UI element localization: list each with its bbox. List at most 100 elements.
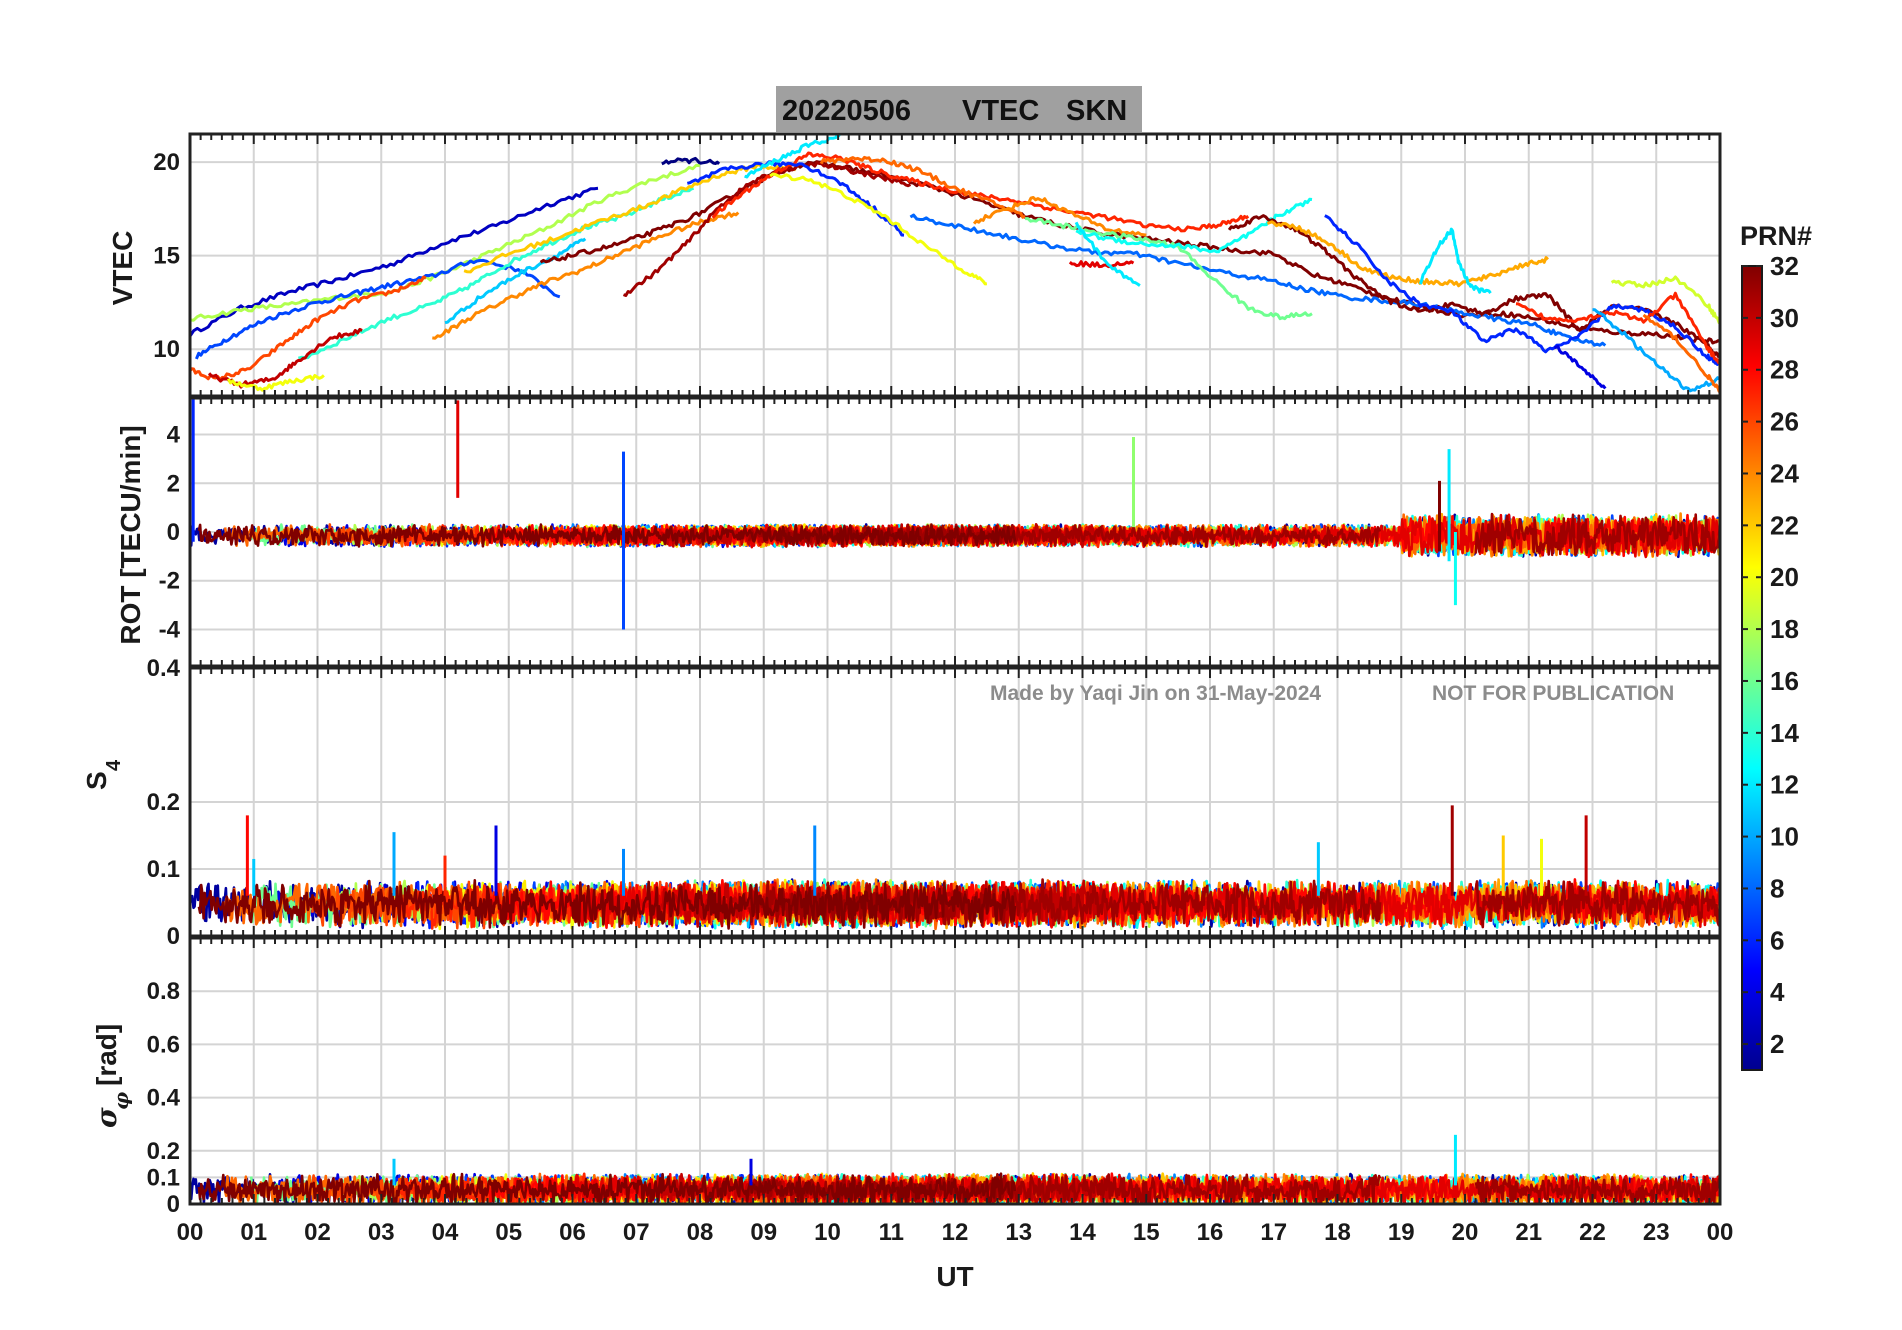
y-tick-label: 0.2 xyxy=(147,789,180,816)
colorbar-tick-label: 24 xyxy=(1770,458,1799,488)
x-tick-labels: 00 01 02 03 04 05 06 07 08 09 10 11 12 13 14 15 16 17 18 19… xyxy=(177,1219,1734,1246)
data-series xyxy=(190,134,1720,1204)
x-tick-label: 06 xyxy=(559,1219,586,1246)
title-date: 20220506 xyxy=(782,95,911,127)
colorbar-tick-label: 32 xyxy=(1770,251,1799,281)
x-tick-label: 12 xyxy=(942,1219,969,1246)
vtec-line-prn-7 xyxy=(195,258,561,360)
y-tick-label: 0.1 xyxy=(147,856,180,883)
svg-text:S: S xyxy=(81,771,112,790)
colorbar-tick-label: 10 xyxy=(1770,822,1799,852)
colorbar-tick-label: 18 xyxy=(1770,614,1799,644)
vtec-line-prn-25 xyxy=(819,155,1026,219)
title-quantity: VTEC xyxy=(962,95,1039,127)
x-tick-label: 14 xyxy=(1069,1219,1096,1246)
y-tick-label: 2 xyxy=(167,470,180,497)
svg-text:[rad]: [rad] xyxy=(91,1024,122,1086)
colorbar-tick-label: 2 xyxy=(1770,1029,1784,1059)
vtec-line-prn-10 xyxy=(1592,308,1720,393)
y-tick-label: 0.8 xyxy=(147,978,180,1005)
sigma-series-group xyxy=(190,1134,1720,1204)
y-tick-label: -2 xyxy=(159,568,180,595)
rot-ylabel: ROT [TECU/min] xyxy=(115,425,146,644)
x-tick-label: 00 xyxy=(1707,1219,1734,1246)
x-tick-label: 13 xyxy=(1005,1219,1032,1246)
vtec-line-prn-24 xyxy=(432,211,740,340)
colorbar-tick-label: 4 xyxy=(1770,977,1785,1007)
x-tick-label: 17 xyxy=(1260,1219,1287,1246)
x-tick-label: 00 xyxy=(177,1219,204,1246)
x-tick-label: 15 xyxy=(1133,1219,1160,1246)
x-tick-label: 20 xyxy=(1452,1219,1479,1246)
x-tick-label: 03 xyxy=(368,1219,395,1246)
rot-line-prn-30 xyxy=(660,522,1110,549)
x-tick-label: 10 xyxy=(814,1219,841,1246)
y-tick-label: 0 xyxy=(167,923,180,950)
x-tick-label: 22 xyxy=(1579,1219,1606,1246)
vtec-line-prn-20 xyxy=(769,172,988,286)
x-tick-label: 23 xyxy=(1643,1219,1670,1246)
vtec-line-prn-20 xyxy=(226,374,325,392)
vtec-line-prn-4 xyxy=(1553,344,1607,390)
svg-text:σ: σ xyxy=(90,1107,123,1128)
s4-line-prn-31 xyxy=(1474,879,1720,929)
y-tick-label: 0.4 xyxy=(147,1085,181,1112)
title-box xyxy=(776,86,1142,132)
x-tick-label: 02 xyxy=(304,1219,331,1246)
x-tick-label: 16 xyxy=(1197,1219,1224,1246)
vtec-line-prn-13 xyxy=(1075,197,1313,254)
sigma-ylabel: σ φ [rad] xyxy=(90,1024,133,1128)
rot-line-prn-32 xyxy=(197,523,1017,548)
y-tick-label: 0 xyxy=(167,519,180,546)
x-tick-label: 19 xyxy=(1388,1219,1415,1246)
vtec-line-prn-23 xyxy=(1266,220,1549,288)
colorbar-tick-label: 8 xyxy=(1770,873,1784,903)
rot-line-prn-31 xyxy=(747,523,1382,548)
vtec-series-group xyxy=(190,134,1720,394)
vtec-line-prn-1 xyxy=(661,156,721,166)
y-tick-label: 0.4 xyxy=(147,655,181,682)
vtec-line-prn-6 xyxy=(1324,214,1720,366)
y-tick-label: 4 xyxy=(167,422,181,449)
y-tick-label: 10 xyxy=(153,336,180,363)
vtec-line-prn-3 xyxy=(190,186,599,337)
vtec-line-prn-8 xyxy=(909,213,1607,347)
vtec-line-prn-19 xyxy=(1610,275,1720,325)
svg-text:4: 4 xyxy=(103,759,125,771)
y-tick-label: 20 xyxy=(153,149,180,176)
colorbar-tick-label: 16 xyxy=(1770,666,1799,696)
vtec-line-prn-12 xyxy=(1074,221,1141,287)
y-tick-label: 0 xyxy=(167,1191,180,1218)
panel-frames xyxy=(188,132,1722,1206)
rot-line-prn-31 xyxy=(1474,512,1720,557)
y-tick-label: 0.6 xyxy=(147,1031,180,1058)
y-tick-label: 0.1 xyxy=(147,1164,180,1191)
x-tick-label: 11 xyxy=(879,1219,904,1246)
vtec-line-prn-12 xyxy=(744,134,842,179)
x-tick-label: 04 xyxy=(432,1219,459,1246)
x-tick-label: 21 xyxy=(1515,1219,1542,1246)
y-tick-label: 0.2 xyxy=(147,1138,180,1165)
x-tick-label: 05 xyxy=(495,1219,522,1246)
vtec-line-prn-11 xyxy=(444,237,587,325)
colorbar-tick-label: 12 xyxy=(1770,770,1799,800)
colorbar-tick-label: 30 xyxy=(1770,303,1799,333)
x-tick-label: 01 xyxy=(240,1219,267,1246)
sigma-line-prn-32 xyxy=(197,1172,1017,1204)
x-tick-label: 08 xyxy=(687,1219,714,1246)
y-tick-label: -4 xyxy=(159,616,181,643)
x-tick-label: 18 xyxy=(1324,1219,1351,1246)
vtec-line-prn-29 xyxy=(1068,260,1135,269)
vtec-line-prn-12 xyxy=(1418,227,1492,294)
watermark-notice: NOT FOR PUBLICATION xyxy=(1432,682,1674,705)
colorbar-tick-label: 22 xyxy=(1770,510,1799,540)
y-tick-label: 15 xyxy=(153,243,180,270)
colorbar-tick-label: 6 xyxy=(1770,925,1784,955)
watermark-made-by: Made by Yaqi Jin on 31-May-2024 xyxy=(990,682,1321,705)
x-axis-label: UT xyxy=(936,1261,973,1292)
x-tick-label: 09 xyxy=(750,1219,777,1246)
colorbar-tick-label: 28 xyxy=(1770,355,1799,385)
